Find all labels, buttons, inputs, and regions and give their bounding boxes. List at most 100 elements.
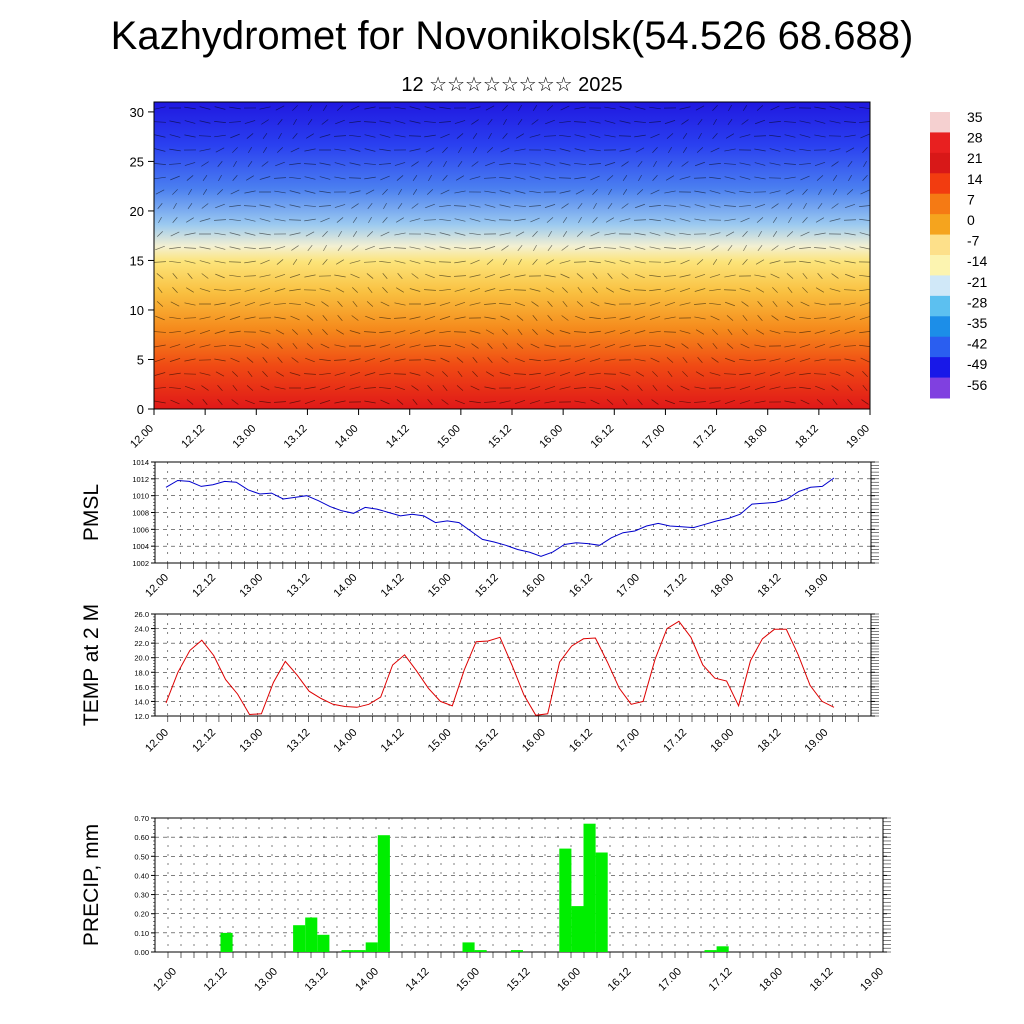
colorbar-label: -35 bbox=[967, 315, 987, 331]
heatmap-x-tick: 13.00 bbox=[230, 423, 258, 451]
precip-y-label: PRECIP, mm bbox=[80, 824, 103, 946]
pmsl-frame bbox=[154, 461, 872, 564]
pmsl-x-tick: 16.12 bbox=[567, 572, 595, 600]
precip-x-tick: 18.12 bbox=[808, 966, 836, 994]
heatmap-x-tick: 17.00 bbox=[640, 423, 668, 451]
pmsl-x-tick: 16.00 bbox=[520, 572, 548, 600]
heatmap-x-tick: 16.12 bbox=[588, 423, 616, 451]
precip-bar bbox=[377, 835, 390, 952]
pmsl-y-label: PMSL bbox=[80, 484, 103, 541]
pmsl-x-tick: 12.00 bbox=[143, 572, 171, 600]
precip-x-tick: 17.12 bbox=[707, 966, 735, 994]
heatmap-x-tick: 15.00 bbox=[435, 423, 463, 451]
colorbar-label: -7 bbox=[967, 233, 980, 249]
temp-series-line bbox=[165, 620, 835, 716]
precip-frame bbox=[154, 817, 884, 953]
heatmap-y-tick: 20 bbox=[130, 204, 144, 219]
temp-x-tick: 16.00 bbox=[520, 727, 548, 755]
colorbar-label: 35 bbox=[967, 109, 983, 125]
pmsl-x-tick: 17.00 bbox=[614, 572, 642, 600]
pmsl-panel: 1002 1004 1006 1008 1010 1012 1014 12.00 12.12 13… bbox=[80, 458, 879, 600]
page-title: Kazhydromet for Novonikolsk(54.526 68.68… bbox=[110, 14, 914, 58]
heatmap-field bbox=[154, 102, 870, 409]
temp-y-tick: 12.0 bbox=[134, 712, 149, 721]
pmsl-y-tick: 1012 bbox=[132, 475, 149, 484]
precip-bar bbox=[305, 917, 318, 952]
pmsl-x-tick: 18.00 bbox=[708, 572, 736, 600]
precip-x-tick: 16.12 bbox=[606, 966, 634, 994]
precip-x-tick: 12.00 bbox=[151, 966, 179, 994]
temp-panel: 12.0 14.0 16.0 18.0 20.0 22.0 24.0 26.0 12.00 12.… bbox=[80, 604, 879, 755]
precip-x-tick: 18.00 bbox=[757, 966, 785, 994]
heatmap-y-tick: 10 bbox=[130, 303, 144, 318]
pmsl-x-tick: 14.12 bbox=[379, 572, 407, 600]
heatmap-y-tick: 5 bbox=[137, 352, 144, 367]
heatmap-x-tick: 13.12 bbox=[282, 423, 310, 451]
temp-x-tick: 12.00 bbox=[143, 727, 171, 755]
heatmap-x-tick: 14.00 bbox=[333, 423, 361, 451]
precip-bar bbox=[595, 852, 608, 952]
precip-bar bbox=[559, 848, 572, 952]
wind-vectors bbox=[154, 104, 870, 406]
precip-y-tick: 0.70 bbox=[134, 814, 149, 823]
colorbar-swatch bbox=[930, 214, 950, 236]
precip-y-tick: 0.60 bbox=[134, 833, 149, 842]
temp-x-tick: 16.12 bbox=[567, 727, 595, 755]
pmsl-y-tick: 1008 bbox=[132, 509, 149, 518]
colorbar-swatch bbox=[930, 336, 950, 358]
page-subtitle: 12 ☆☆☆☆☆☆☆☆ 2025 bbox=[401, 74, 623, 96]
colorbar-swatch bbox=[930, 377, 950, 399]
precip-bar bbox=[317, 934, 330, 952]
temp-x-tick: 17.12 bbox=[661, 727, 689, 755]
colorbar-label: 21 bbox=[967, 150, 983, 166]
precip-bar bbox=[704, 950, 717, 952]
colorbar-swatch bbox=[930, 357, 950, 379]
precip-bar bbox=[365, 942, 378, 952]
precip-x-tick: 14.00 bbox=[353, 966, 381, 994]
colorbar-label: -42 bbox=[967, 336, 987, 352]
precip-x-tick: 15.00 bbox=[454, 966, 482, 994]
precip-bar bbox=[220, 932, 233, 952]
colorbar-label: -28 bbox=[967, 294, 987, 310]
precip-y-tick: 0.40 bbox=[134, 871, 149, 880]
pmsl-x-tick: 15.00 bbox=[426, 572, 454, 600]
precip-panel: 0.00 0.10 0.20 0.30 0.40 0.50 0.60 0.70 12.00 12.… bbox=[80, 814, 891, 994]
precip-y-tick: 0.00 bbox=[134, 948, 149, 957]
temp-x-tick: 13.12 bbox=[284, 727, 312, 755]
precip-bar bbox=[353, 950, 366, 952]
pmsl-y-tick: 1006 bbox=[132, 525, 149, 534]
heatmap-x-tick: 12.00 bbox=[128, 423, 156, 451]
colorbar-swatch bbox=[930, 173, 950, 195]
pmsl-y-tick: 1014 bbox=[132, 458, 149, 467]
temp-x-tick: 18.00 bbox=[708, 727, 736, 755]
precip-x-tick: 13.00 bbox=[252, 966, 280, 994]
precip-y-tick: 0.20 bbox=[134, 910, 149, 919]
pmsl-x-tick: 13.00 bbox=[237, 572, 265, 600]
precip-x-tick: 16.00 bbox=[555, 966, 583, 994]
temp-frame bbox=[154, 613, 872, 717]
colorbar-swatch bbox=[930, 255, 950, 276]
temp-y-tick: 16.0 bbox=[134, 683, 149, 692]
precip-bar bbox=[462, 942, 475, 952]
heatmap-x-tick: 17.12 bbox=[691, 423, 719, 451]
precip-bar bbox=[341, 950, 354, 952]
pmsl-x-tick: 12.12 bbox=[190, 572, 218, 600]
colorbar-swatch bbox=[930, 234, 950, 256]
precip-x-tick: 12.12 bbox=[202, 966, 230, 994]
heatmap-x-tick: 15.12 bbox=[486, 423, 514, 451]
pmsl-y-tick: 1004 bbox=[132, 542, 149, 551]
heatmap-x-tick: 19.00 bbox=[844, 423, 872, 451]
heatmap-y-tick: 0 bbox=[137, 402, 144, 417]
precip-bar bbox=[571, 906, 584, 952]
colorbar-swatch bbox=[930, 275, 950, 297]
precip-bar bbox=[293, 925, 306, 952]
temp-x-tick: 14.12 bbox=[379, 727, 407, 755]
colorbar-label: -49 bbox=[967, 356, 987, 372]
precip-x-tick: 17.00 bbox=[656, 966, 684, 994]
colorbar-swatch bbox=[930, 193, 950, 215]
temp-y-tick: 20.0 bbox=[134, 654, 149, 663]
precip-x-tick: 15.12 bbox=[505, 966, 533, 994]
pmsl-x-tick: 14.00 bbox=[332, 572, 360, 600]
